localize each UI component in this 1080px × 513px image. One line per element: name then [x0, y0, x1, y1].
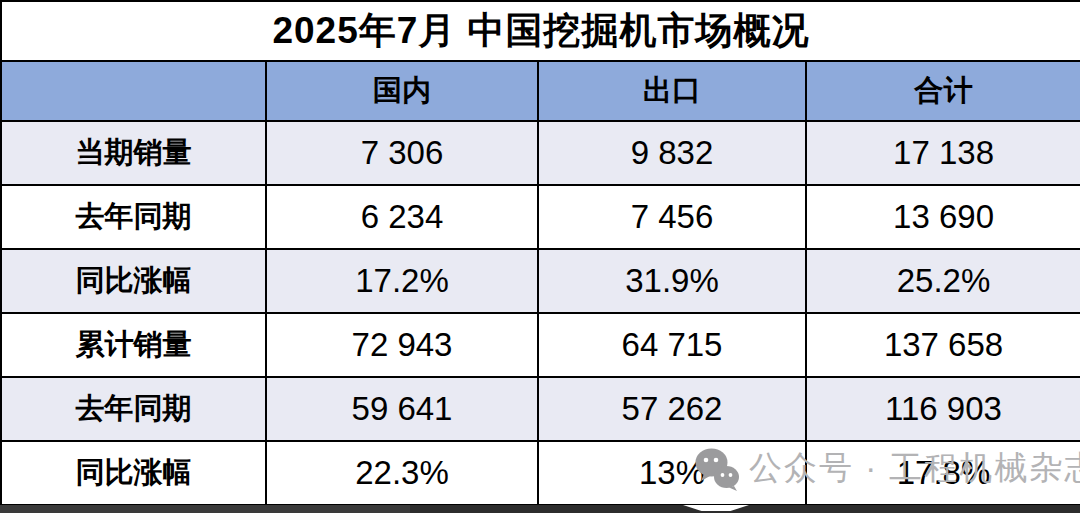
cell-value: 64 715	[538, 313, 806, 377]
bottom-edge-bar	[0, 505, 1080, 513]
table-row-last-year-cumulative: 去年同期 59 641 57 262 116 903	[1, 377, 1080, 441]
col-header-total: 合计	[806, 61, 1080, 121]
cell-value: 116 903	[806, 377, 1080, 441]
cell-value: 7 306	[266, 121, 538, 185]
cell-value: 13 690	[806, 185, 1080, 249]
col-header-export: 出口	[538, 61, 806, 121]
cell-value: 31.9%	[538, 249, 806, 313]
table-row-last-year-period: 去年同期 6 234 7 456 13 690	[1, 185, 1080, 249]
market-overview-table: 2025年7月 中国挖掘机市场概况 国内 出口 合计 当期销量 7 306 9 …	[0, 0, 1080, 506]
table-row-yoy-growth: 同比涨幅 17.2% 31.9% 25.2%	[1, 249, 1080, 313]
col-header-blank	[1, 61, 266, 121]
cell-value: 25.2%	[806, 249, 1080, 313]
table-title-row: 2025年7月 中国挖掘机市场概况	[1, 1, 1080, 61]
page: 2025年7月 中国挖掘机市场概况 国内 出口 合计 当期销量 7 306 9 …	[0, 0, 1080, 513]
cell-value: 13%	[538, 441, 806, 505]
row-label: 同比涨幅	[1, 249, 266, 313]
cell-value: 22.3%	[266, 441, 538, 505]
row-label: 去年同期	[1, 185, 266, 249]
table-header-row: 国内 出口 合计	[1, 61, 1080, 121]
row-label: 同比涨幅	[1, 441, 266, 505]
cell-value: 9 832	[538, 121, 806, 185]
cell-value: 7 456	[538, 185, 806, 249]
cell-value: 59 641	[266, 377, 538, 441]
table-row-cumulative-sales: 累计销量 72 943 64 715 137 658	[1, 313, 1080, 377]
col-header-domestic: 国内	[266, 61, 538, 121]
cell-value: 17.2%	[266, 249, 538, 313]
table-row-cumulative-yoy-growth: 同比涨幅 22.3% 13% 17.8%	[1, 441, 1080, 505]
row-label: 当期销量	[1, 121, 266, 185]
cell-value: 6 234	[266, 185, 538, 249]
cell-value: 72 943	[266, 313, 538, 377]
row-label: 去年同期	[1, 377, 266, 441]
row-label: 累计销量	[1, 313, 266, 377]
table-row-current-sales: 当期销量 7 306 9 832 17 138	[1, 121, 1080, 185]
cell-value: 17.8%	[806, 441, 1080, 505]
cell-value: 57 262	[538, 377, 806, 441]
page-title: 2025年7月 中国挖掘机市场概况	[1, 1, 1080, 61]
cell-value: 137 658	[806, 313, 1080, 377]
cell-value: 17 138	[806, 121, 1080, 185]
